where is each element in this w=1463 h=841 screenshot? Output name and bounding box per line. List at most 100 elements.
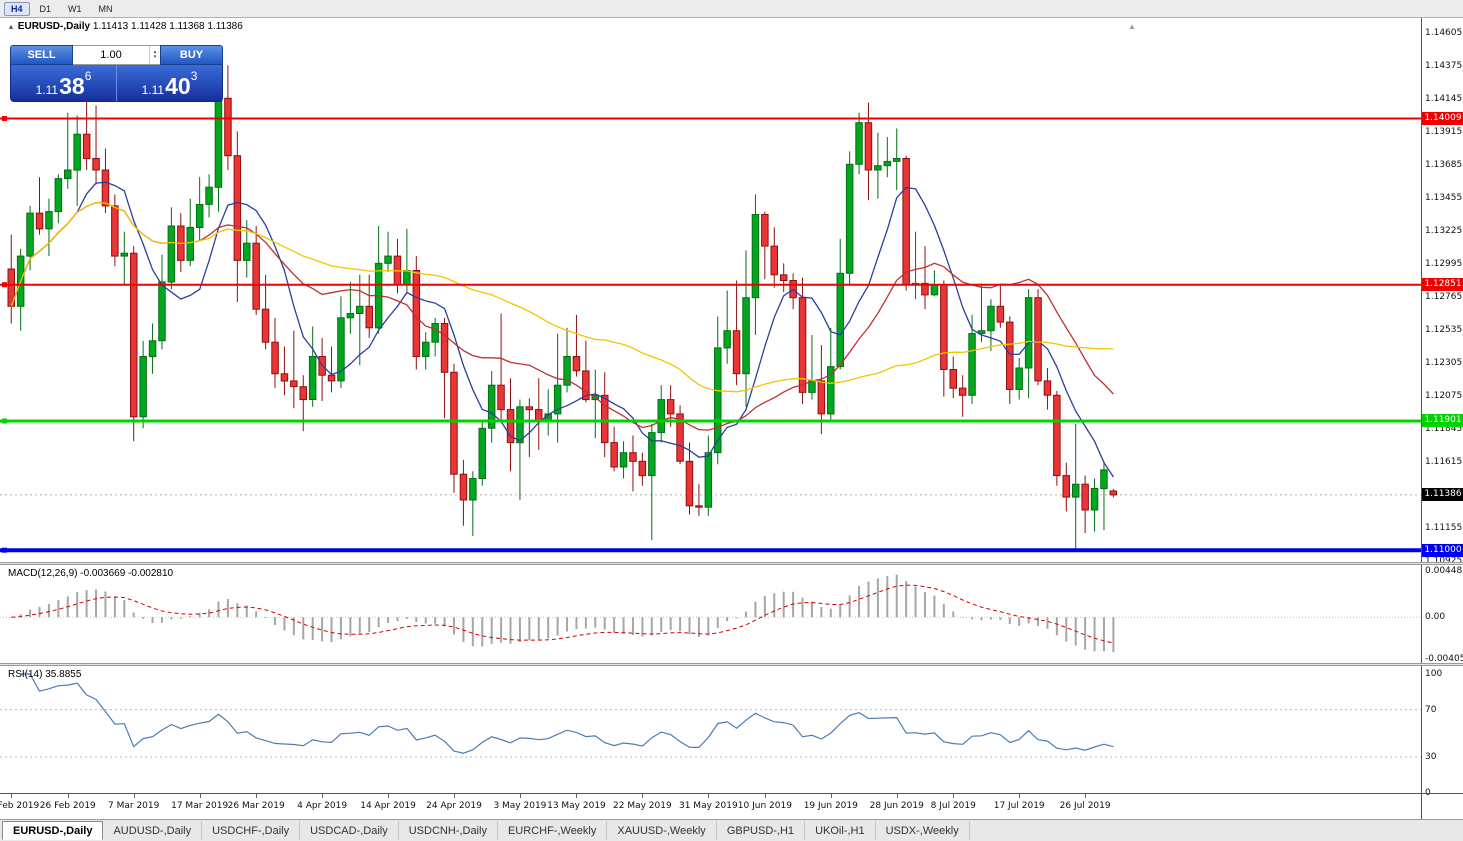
date-label: 4 Apr 2019 xyxy=(297,801,348,811)
ma-fast-line[interactable] xyxy=(10,181,1114,478)
timeframe-toolbar: H4 D1 W1 MN xyxy=(0,0,1463,18)
date-label: 14 Apr 2019 xyxy=(360,801,416,811)
sell-button[interactable]: SELL xyxy=(10,45,73,65)
autoscroll-marker-icon: ▲ xyxy=(1128,22,1136,31)
date-tick-mark xyxy=(199,794,201,798)
price-chart-pane[interactable]: ▴ EURUSD-,Daily 1.11413 1.11428 1.11368 … xyxy=(0,18,1421,562)
price-tick: 1.13225 xyxy=(1425,226,1463,236)
price-tick: 1.10925 xyxy=(1425,556,1463,566)
date-tick-mark xyxy=(67,794,69,798)
price-tick: 1.13685 xyxy=(1425,160,1463,170)
macd-canvas xyxy=(0,574,1421,653)
timeframe-button-w1[interactable]: W1 xyxy=(68,3,82,14)
date-label: 10 Jun 2019 xyxy=(737,801,792,811)
volume-spinner: ▴ ▾ xyxy=(149,46,160,64)
volume-down-icon[interactable]: ▾ xyxy=(153,54,157,60)
date-label: 26 Jul 2019 xyxy=(1059,801,1111,811)
level-anchor-marker xyxy=(2,282,7,288)
collapse-trade-panel-icon[interactable]: ▴ xyxy=(9,22,14,31)
price-chart-canvas[interactable] xyxy=(0,18,1421,562)
price-level-label: 1.11901 xyxy=(1422,414,1463,428)
date-tick-mark xyxy=(453,794,455,798)
level-anchor-marker xyxy=(2,547,7,553)
date-label: 19 Jun 2019 xyxy=(803,801,858,811)
date-label: 26 Mar 2019 xyxy=(227,801,285,811)
chart-tab[interactable]: GBPUSD-,H1 xyxy=(717,821,806,840)
timeframe-button-h4[interactable]: H4 xyxy=(4,1,30,16)
chart-symbol-label: EURUSD-,Daily xyxy=(17,21,91,32)
price-tick: 1.11155 xyxy=(1425,523,1463,533)
chart-tab[interactable]: USDCNH-,Daily xyxy=(399,821,498,840)
date-tick-mark xyxy=(953,794,955,798)
chart-title: ▴ EURUSD-,Daily 1.11413 1.11428 1.11368 … xyxy=(9,21,243,32)
price-tick: 1.12305 xyxy=(1425,358,1463,368)
macd-indicator-pane[interactable]: MACD(12,26,9) -0.003669 -0.002810 xyxy=(0,565,1421,663)
ma-slow-line[interactable] xyxy=(10,202,1114,393)
macd-tick: -0.004057 xyxy=(1425,654,1463,664)
date-tick-mark xyxy=(764,794,766,798)
chart-tab[interactable]: EURUSD-,Daily xyxy=(2,821,104,840)
date-label: 26 Feb 2019 xyxy=(39,801,96,811)
pane-splitter[interactable] xyxy=(0,663,1463,666)
chart-tab[interactable]: UKOil-,H1 xyxy=(805,821,876,840)
date-label: 13 May 2019 xyxy=(547,801,606,811)
timeframe-button-d1[interactable]: D1 xyxy=(39,3,52,14)
macd-label: MACD(12,26,9) -0.003669 -0.002810 xyxy=(8,568,174,579)
rsi-indicator-pane[interactable]: RSI(14) 35.8855 xyxy=(0,666,1421,793)
price-level-label: 1.14009 xyxy=(1422,112,1463,125)
ma-mid-line[interactable] xyxy=(10,202,1114,431)
rsi-tick: 0 xyxy=(1425,787,1431,798)
price-tick: 1.14375 xyxy=(1425,61,1463,71)
date-label: 8 Jul 2019 xyxy=(930,801,976,811)
price-level-label: 1.12851 xyxy=(1422,278,1463,292)
macd-signal-line xyxy=(11,584,1114,644)
price-tick: 1.13915 xyxy=(1425,127,1463,137)
bid-big-digits: 38 xyxy=(59,73,85,99)
rsi-canvas xyxy=(0,673,1421,758)
bid-sup-digit: 6 xyxy=(84,69,92,83)
price-tick: 1.14605 xyxy=(1425,28,1463,38)
current-price-label: 1.11386 xyxy=(1422,488,1463,502)
chart-tab[interactable]: USDCHF-,Daily xyxy=(202,821,301,840)
volume-up-icon[interactable]: ▴ xyxy=(153,49,157,55)
level-anchor-marker xyxy=(2,418,7,424)
price-tick: 1.14145 xyxy=(1425,94,1463,104)
volume-input[interactable] xyxy=(73,46,149,64)
date-tick-mark xyxy=(896,794,898,798)
price-tick: 1.11615 xyxy=(1425,457,1463,467)
pane-splitter[interactable] xyxy=(0,562,1463,565)
date-tick-mark xyxy=(1085,794,1087,798)
date-tick-mark xyxy=(708,794,710,798)
date-tick-mark xyxy=(133,794,135,798)
rsi-tick: 70 xyxy=(1425,704,1437,715)
price-tick: 1.13455 xyxy=(1425,193,1463,203)
chart-tab-bar: EURUSD-,Daily AUDUSD-,Daily USDCHF-,Daily U… xyxy=(0,819,1463,841)
date-tick-mark xyxy=(1019,794,1021,798)
date-label: 31 May 2019 xyxy=(678,801,738,811)
date-tick-mark xyxy=(576,794,578,798)
bid-price-display[interactable]: 1.11 38 6 xyxy=(11,65,116,101)
buy-button[interactable]: BUY xyxy=(160,45,223,65)
chart-tab[interactable]: USDCAD-,Daily xyxy=(300,821,399,840)
date-tick-mark xyxy=(519,794,521,798)
macd-tick: 0.00 xyxy=(1425,612,1446,623)
ask-price-display[interactable]: 1.11 40 3 xyxy=(116,65,222,101)
ask-sup-digit: 3 xyxy=(190,69,198,83)
volume-box: ▴ ▾ xyxy=(73,45,160,65)
price-axis[interactable]: 1.14605 1.14375 1.14145 1.13915 1.13685 1.134… xyxy=(1421,18,1463,819)
ask-prefix: 1.11 xyxy=(141,83,165,97)
price-tick: 1.12995 xyxy=(1425,259,1463,269)
price-level-label: 1.11000 xyxy=(1422,543,1463,557)
rsi-label: RSI(14) 35.8855 xyxy=(8,669,82,680)
chart-tab[interactable]: EURCHF-,Weekly xyxy=(498,821,608,840)
rsi-tick: 30 xyxy=(1425,751,1437,762)
chart-tab[interactable]: AUDUSD-,Daily xyxy=(103,821,203,840)
price-tick: 1.12075 xyxy=(1425,391,1463,401)
date-tick-mark xyxy=(388,794,390,798)
chart-tab[interactable]: USDX-,Weekly xyxy=(876,821,970,840)
macd-tick: 0.004482 xyxy=(1425,566,1463,576)
chart-tab[interactable]: XAUUSD-,Weekly xyxy=(607,821,717,840)
timeframe-button-mn[interactable]: MN xyxy=(98,3,113,14)
date-tick-mark xyxy=(642,794,644,798)
